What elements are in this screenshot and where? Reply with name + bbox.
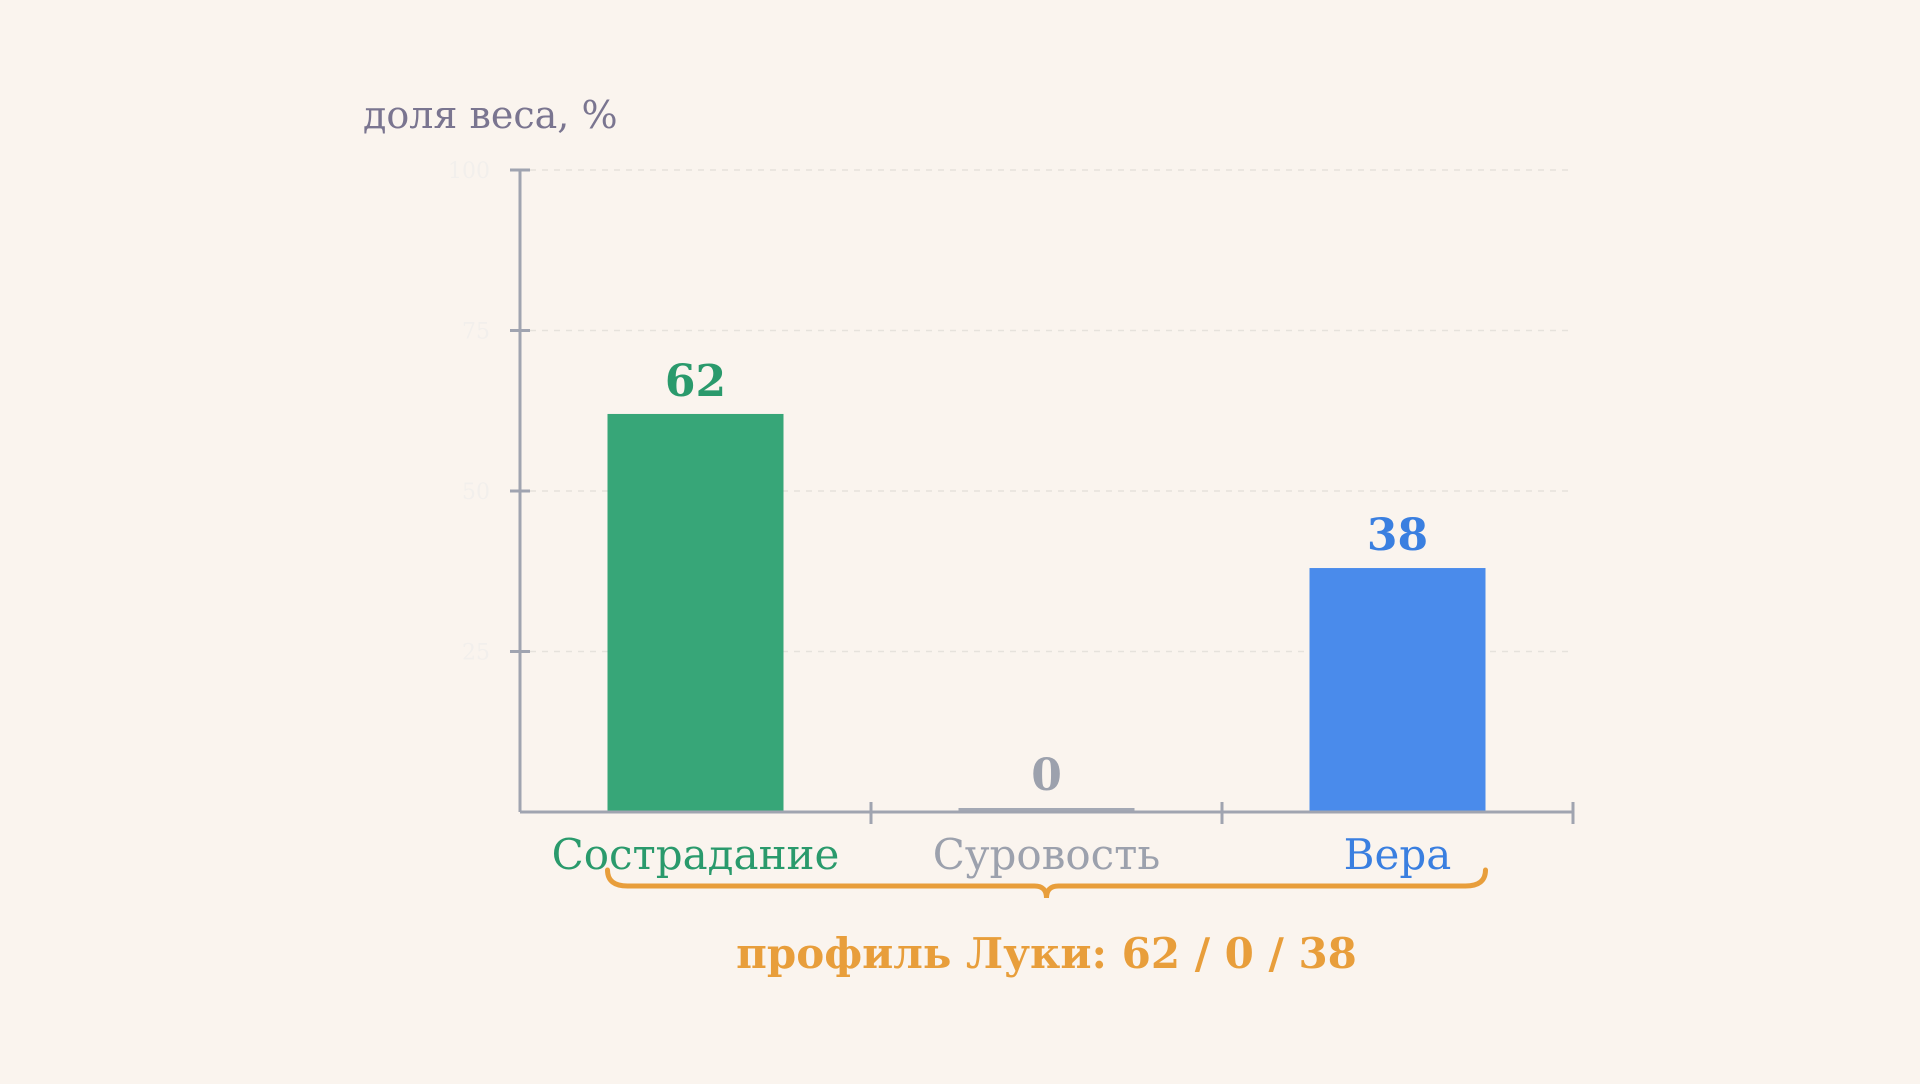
category-label: Суровость [933,830,1161,879]
y-ticks: 25 50 75 100 [448,159,530,666]
y-tick-label: 100 [448,159,490,184]
bars [607,413,1486,812]
value-labels: 62 0 38 [665,356,1428,801]
x-ticks [869,802,1575,824]
y-axis-title: доля веса, % [363,93,618,137]
category-labels: Сострадание Суровость Вера [552,830,1452,879]
bar [958,808,1135,812]
annotation-brace [605,867,1488,899]
value-label: 38 [1367,510,1428,561]
y-tick-label: 50 [462,480,490,505]
category-label: Сострадание [552,830,840,879]
bar [607,413,784,812]
y-tick-label: 25 [462,641,490,666]
category-label: Вера [1344,830,1452,879]
bar [1309,568,1486,812]
annotation-label: профиль Луки: 62 / 0 / 38 [736,929,1357,978]
value-label: 62 [665,356,726,407]
y-tick-label: 75 [462,320,490,345]
value-label: 0 [1031,750,1062,801]
